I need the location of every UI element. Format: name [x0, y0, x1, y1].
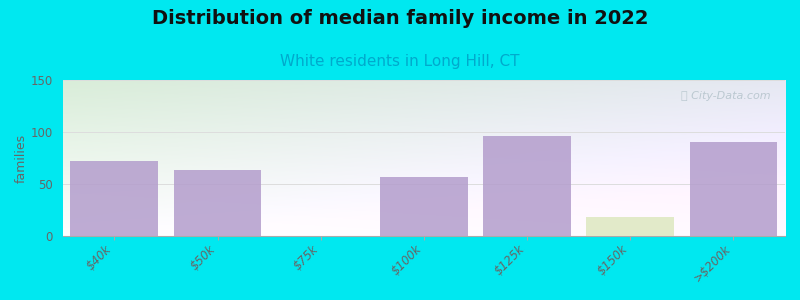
Bar — [380, 177, 468, 236]
Text: White residents in Long Hill, CT: White residents in Long Hill, CT — [280, 54, 520, 69]
Y-axis label: families: families — [15, 134, 28, 182]
Bar — [174, 170, 262, 236]
Text: Distribution of median family income in 2022: Distribution of median family income in … — [152, 9, 648, 28]
Bar — [70, 161, 158, 236]
Text: ⓘ City-Data.com: ⓘ City-Data.com — [681, 91, 770, 101]
Bar — [690, 142, 778, 236]
Bar — [483, 136, 571, 236]
Bar — [586, 217, 674, 236]
